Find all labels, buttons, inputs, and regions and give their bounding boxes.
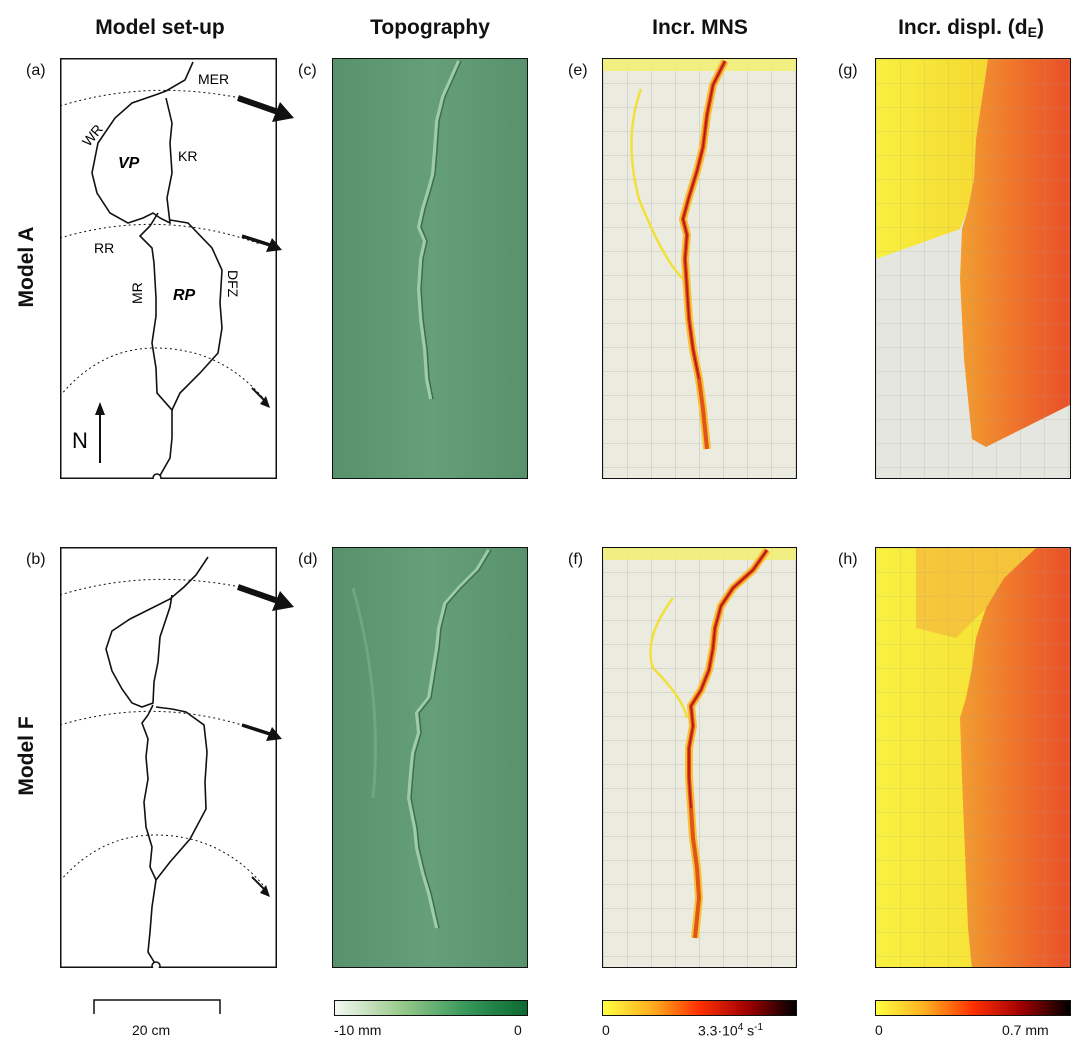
panel-label-d: (d) [298, 551, 318, 568]
column-title-topography: Topography [370, 16, 490, 39]
mns-strain-f [603, 548, 796, 967]
displ-panel-h [875, 547, 1071, 968]
displ-field-h [876, 548, 1070, 967]
colorbar-displ-min: 0 [875, 1022, 883, 1038]
colorbar-topography [334, 1000, 528, 1016]
topography-ridge-d [333, 548, 527, 967]
panel-label-h: (h) [838, 551, 858, 568]
mns-panel-f [602, 547, 797, 968]
mns-max-value: 3.3·10 [698, 1022, 738, 1039]
column-title-mns: Incr. MNS [652, 16, 748, 39]
colorbar-topography-max: 0 [514, 1022, 522, 1038]
displ-panel-g [875, 58, 1071, 479]
label-mer: MER [198, 71, 229, 87]
colorbar-mns-min: 0 [602, 1022, 610, 1038]
label-rp: RP [173, 287, 196, 304]
displ-field-g [876, 59, 1070, 478]
label-vp: VP [118, 155, 140, 172]
row-title-model-a: Model A [15, 226, 38, 308]
velocity-arrows-a [237, 95, 294, 408]
displ-title-close: ) [1036, 16, 1044, 39]
displ-title-text: Incr. displ. (d [898, 16, 1028, 39]
colorbar-mns [602, 1000, 797, 1016]
panel-label-e: (e) [568, 62, 588, 79]
column-title-setup: Model set-up [95, 16, 225, 39]
colorbar-displ [875, 1000, 1071, 1016]
mns-max-exponent: 4 [737, 1022, 744, 1033]
panel-label-b: (b) [26, 551, 46, 568]
setup-diagram-b [60, 547, 277, 968]
label-rr: RR [94, 240, 114, 256]
topography-panel-c [332, 58, 528, 479]
label-kr: KR [178, 148, 197, 164]
velocity-arrows-b [237, 584, 294, 897]
colorbar-topography-min: -10 mm [334, 1022, 382, 1038]
colorbar-mns-max: 3.3·104 s-1 [698, 1022, 763, 1039]
column-title-displ: Incr. displ. (dE) [866, 16, 1073, 40]
row-title-model-f: Model F [15, 716, 38, 796]
north-label: N [72, 428, 88, 453]
setup-panel-a: N MER WR VP KR RR MR RP DFZ [60, 58, 277, 479]
panel-label-g: (g) [838, 62, 858, 79]
setup-diagram-a: N MER WR VP KR RR MR RP DFZ [60, 58, 277, 479]
panel-label-f: (f) [568, 551, 584, 568]
mns-unit: s [743, 1022, 755, 1039]
topography-ridge-c [333, 59, 527, 478]
panel-label-a: (a) [26, 62, 46, 79]
label-dfz: DFZ [225, 270, 241, 298]
colorbar-displ-max: 0.7 mm [1002, 1022, 1049, 1038]
panel-label-c: (c) [298, 62, 317, 79]
scale-bar-label: 20 cm [132, 1022, 171, 1038]
displ-title-sub: E [1027, 24, 1037, 40]
setup-panel-b [60, 547, 277, 968]
mns-strain-e [603, 59, 796, 478]
label-wr: WR [79, 121, 106, 149]
topography-panel-d [332, 547, 528, 968]
mns-panel-e [602, 58, 797, 479]
label-mr: MR [129, 282, 145, 304]
scale-bar [93, 999, 221, 1014]
mns-unit-exponent: -1 [754, 1022, 764, 1033]
